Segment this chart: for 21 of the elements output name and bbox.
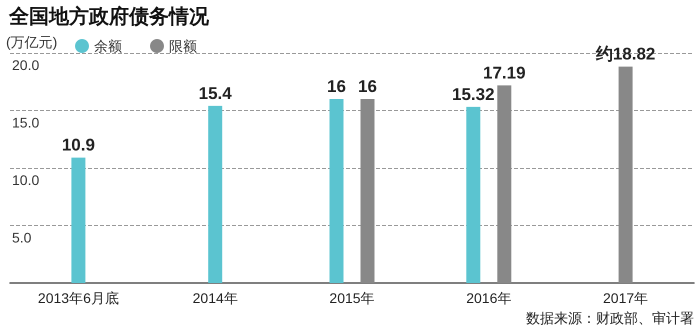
legend-label: 限额 — [169, 38, 197, 54]
y-tick-label: 15.0 — [12, 114, 40, 130]
x-tick-label: 2013年6月底 — [38, 290, 119, 306]
source-note: 数据来源：财政部、审计署 — [526, 310, 694, 326]
chart-title: 全国地方政府债务情况 — [8, 5, 210, 28]
x-tick-label: 2017年 — [603, 290, 648, 306]
data-label: 约18.82 — [594, 44, 656, 64]
x-tick-label: 2014年 — [192, 290, 238, 306]
legend-label: 余额 — [94, 38, 122, 54]
x-tick-label: 2016年 — [466, 290, 512, 306]
data-label: 16 — [358, 77, 377, 96]
data-label: 17.19 — [483, 63, 526, 82]
y-tick-label: 10.0 — [12, 172, 40, 188]
y-tick-label: 20.0 — [12, 57, 40, 73]
y-axis-title: (万亿元) — [6, 34, 58, 50]
y-tick-label: 5.0 — [12, 230, 32, 246]
data-label: 15.32 — [452, 84, 495, 104]
data-label: 10.9 — [62, 136, 95, 155]
data-label: 16 — [327, 77, 346, 96]
x-tick-label: 2015年 — [329, 290, 375, 306]
data-label: 15.4 — [198, 84, 232, 103]
